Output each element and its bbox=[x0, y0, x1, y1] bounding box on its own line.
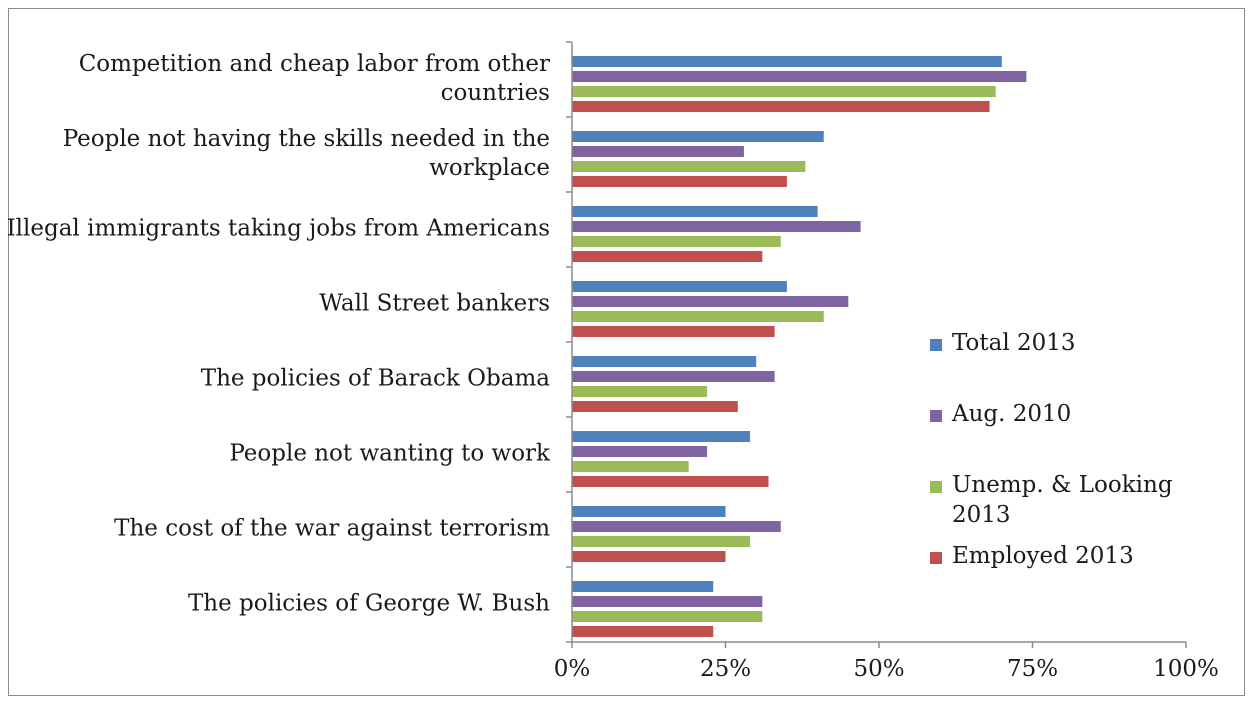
legend-label-line: Aug. 2010 bbox=[951, 401, 1071, 427]
bar-3-cat-4 bbox=[572, 311, 824, 322]
bar-1-cat-4 bbox=[572, 281, 787, 292]
category-label-line: Competition and cheap labor from other bbox=[79, 51, 550, 77]
category-label: People not wanting to work bbox=[229, 441, 551, 467]
x-tick-label: 100% bbox=[1153, 656, 1219, 682]
bar-4-cat-4 bbox=[572, 326, 775, 337]
category-label: The cost of the war against terrorism bbox=[114, 516, 550, 542]
bar-3-cat-8 bbox=[572, 611, 763, 622]
legend: Total 2013 Aug. 2010 Unemp. & Looking 2013 E… bbox=[930, 330, 1173, 569]
category-label-line: People not having the skills needed in t… bbox=[63, 126, 550, 152]
bar-4-cat-7 bbox=[572, 551, 726, 562]
legend-label-line: Total 2013 bbox=[952, 330, 1076, 356]
bar-4-cat-8 bbox=[572, 626, 714, 637]
bar-2-cat-6 bbox=[572, 446, 708, 457]
category-label: Wall Street bankers bbox=[319, 291, 550, 317]
x-tick-label: 25% bbox=[700, 656, 751, 682]
category-label-line: The policies of George W. Bush bbox=[188, 591, 550, 617]
x-tick-label: 75% bbox=[1007, 656, 1058, 682]
bar-3-cat-3 bbox=[572, 236, 781, 247]
bar-2-cat-3 bbox=[572, 221, 861, 232]
bar-3-cat-2 bbox=[572, 161, 806, 172]
legend-label-line: 2013 bbox=[952, 502, 1011, 528]
legend-swatch-3 bbox=[930, 481, 942, 493]
bar-4-cat-1 bbox=[572, 101, 990, 112]
bar-2-cat-7 bbox=[572, 521, 781, 532]
category-label: Competition and cheap labor from other co… bbox=[79, 51, 550, 106]
bar-2-cat-1 bbox=[572, 71, 1027, 82]
category-label: People not having the skills needed in t… bbox=[63, 126, 550, 181]
legend-label-1: Total 2013 bbox=[952, 330, 1076, 356]
bar-1-cat-2 bbox=[572, 131, 824, 142]
legend-label-4: Employed 2013 bbox=[952, 543, 1134, 569]
category-label: The policies of George W. Bush bbox=[188, 591, 550, 617]
legend-label-line: Employed 2013 bbox=[952, 543, 1134, 569]
legend-label-3: Unemp. & Looking 2013 bbox=[952, 472, 1173, 528]
bar-1-cat-7 bbox=[572, 506, 726, 517]
bar-4-cat-5 bbox=[572, 401, 738, 412]
bar-2-cat-8 bbox=[572, 596, 763, 607]
bar-1-cat-3 bbox=[572, 206, 818, 217]
bars-group bbox=[572, 56, 1027, 637]
category-label-line: The policies of Barack Obama bbox=[201, 366, 551, 392]
bar-3-cat-7 bbox=[572, 536, 751, 547]
bar-1-cat-5 bbox=[572, 356, 757, 367]
bar-4-cat-2 bbox=[572, 176, 787, 187]
category-label: Illegal immigrants taking jobs from Amer… bbox=[7, 216, 550, 242]
legend-label-2: Aug. 2010 bbox=[951, 401, 1071, 427]
bar-2-cat-5 bbox=[572, 371, 775, 382]
bar-4-cat-3 bbox=[572, 251, 763, 262]
category-label-line: Illegal immigrants taking jobs from Amer… bbox=[7, 216, 550, 242]
category-label-line: The cost of the war against terrorism bbox=[114, 516, 550, 542]
category-label-line: countries bbox=[441, 80, 550, 106]
bar-2-cat-4 bbox=[572, 296, 849, 307]
category-label-line: Wall Street bankers bbox=[319, 291, 550, 317]
bar-1-cat-1 bbox=[572, 56, 1002, 67]
legend-label-line: Unemp. & Looking bbox=[952, 472, 1173, 498]
bar-1-cat-8 bbox=[572, 581, 714, 592]
bar-3-cat-6 bbox=[572, 461, 689, 472]
x-tick-label: 0% bbox=[554, 656, 591, 682]
legend-swatch-1 bbox=[930, 339, 942, 351]
x-tick-label: 50% bbox=[853, 656, 904, 682]
bar-3-cat-1 bbox=[572, 86, 996, 97]
category-label: The policies of Barack Obama bbox=[201, 366, 551, 392]
bar-3-cat-5 bbox=[572, 386, 708, 397]
legend-swatch-2 bbox=[930, 410, 942, 422]
bar-4-cat-6 bbox=[572, 476, 769, 487]
axes-group: 0% 25% 50% 75% 100% bbox=[554, 41, 1219, 682]
legend-swatch-4 bbox=[930, 552, 942, 564]
category-label-line: People not wanting to work bbox=[229, 441, 551, 467]
bar-1-cat-6 bbox=[572, 431, 751, 442]
bar-2-cat-2 bbox=[572, 146, 744, 157]
category-labels: Competition and cheap labor from other co… bbox=[7, 51, 551, 617]
category-label-line: workplace bbox=[429, 155, 550, 181]
